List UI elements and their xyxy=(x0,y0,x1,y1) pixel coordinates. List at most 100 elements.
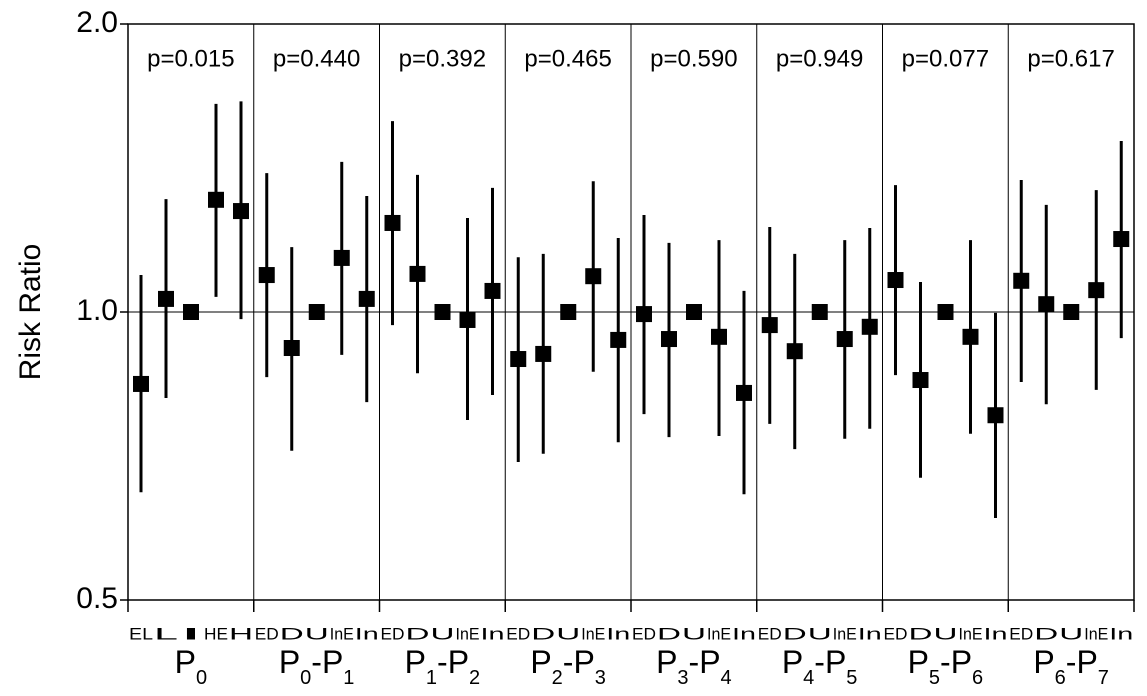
point xyxy=(912,372,929,389)
p-value: p=0.015 xyxy=(147,45,234,72)
p-value: p=0.440 xyxy=(273,45,360,72)
point xyxy=(811,304,828,320)
x-tick-label: In xyxy=(732,624,756,643)
group-label: P0 xyxy=(175,644,207,689)
x-tick-label: U xyxy=(431,624,455,643)
x-tick-label: D xyxy=(657,624,681,643)
x-tick-label: EL xyxy=(129,624,153,643)
point xyxy=(887,272,904,289)
point xyxy=(510,351,527,368)
x-tick-label: ED xyxy=(758,624,782,643)
point xyxy=(585,268,602,285)
x-tick-label: In xyxy=(984,624,1008,643)
p-value: p=0.392 xyxy=(399,45,486,72)
x-tick-label: U xyxy=(934,624,958,643)
x-tick-label: D xyxy=(406,624,430,643)
point xyxy=(736,384,752,401)
x-tick-label: ED xyxy=(255,624,279,643)
x-tick-label: D xyxy=(1034,624,1058,643)
x-tick-label: U xyxy=(682,624,706,643)
x-tick-label: ED xyxy=(506,624,530,643)
x-tick-label: In xyxy=(858,624,882,643)
x-tick-label: U xyxy=(556,624,580,643)
x-tick-label: U xyxy=(808,624,832,643)
group-label: P1-P2 xyxy=(405,644,481,689)
x-tick-label: ED xyxy=(884,624,908,643)
x-tick-label: D xyxy=(280,624,304,643)
point xyxy=(333,249,350,266)
point xyxy=(836,331,853,348)
x-tick-label: I xyxy=(179,624,203,643)
point xyxy=(786,343,803,360)
point xyxy=(987,407,1004,424)
point xyxy=(535,345,552,362)
point xyxy=(358,290,375,307)
p-value: p=0.465 xyxy=(524,45,611,72)
y-tick-label: 0.5 xyxy=(76,582,118,615)
x-tick-label: ED xyxy=(381,624,405,643)
x-tick-label: InE xyxy=(707,624,731,643)
x-tick-label: InE xyxy=(833,624,857,643)
point xyxy=(158,290,174,307)
x-tick-label: In xyxy=(481,624,505,643)
group-label: P4-P5 xyxy=(782,644,858,689)
point xyxy=(661,331,677,348)
y-tick-label: 2.0 xyxy=(76,6,118,39)
point xyxy=(384,214,401,231)
x-tick-label: In xyxy=(1109,624,1133,643)
point xyxy=(208,191,224,208)
x-tick-label: H xyxy=(229,624,253,643)
y-tick-label: 1.0 xyxy=(76,294,118,327)
point xyxy=(560,304,577,320)
group-label: P2-P3 xyxy=(530,644,606,689)
point xyxy=(1038,296,1055,313)
x-tick-label: InE xyxy=(959,624,983,643)
p-value: p=0.949 xyxy=(776,45,863,72)
point xyxy=(962,328,979,345)
x-tick-label: In xyxy=(606,624,630,643)
x-tick-label: InE xyxy=(581,624,605,643)
group-label: P6-P7 xyxy=(1033,644,1109,689)
group-label: P3-P4 xyxy=(656,644,732,689)
x-tick-label: U xyxy=(1059,624,1083,643)
point xyxy=(610,331,627,348)
point xyxy=(183,304,199,320)
x-tick-label: InE xyxy=(330,624,354,643)
x-tick-label: HE xyxy=(204,624,228,643)
point xyxy=(636,306,652,323)
x-tick-label: D xyxy=(531,624,555,643)
point xyxy=(1113,231,1130,248)
x-tick-label: ED xyxy=(632,624,656,643)
point xyxy=(1088,282,1105,299)
point xyxy=(258,267,275,284)
point xyxy=(133,375,149,392)
point xyxy=(937,304,954,320)
x-tick-label: D xyxy=(783,624,807,643)
point xyxy=(233,203,249,220)
p-value: p=0.077 xyxy=(902,45,989,72)
point xyxy=(409,265,426,282)
point xyxy=(1013,272,1030,289)
x-tick-label: U xyxy=(305,624,329,643)
point xyxy=(484,282,501,299)
group-label: P0-P1 xyxy=(279,644,355,689)
point xyxy=(1063,304,1080,320)
x-tick-label: D xyxy=(909,624,933,643)
point xyxy=(434,304,451,320)
x-tick-label: ED xyxy=(1009,624,1033,643)
y-axis-label: Risk Ratio xyxy=(14,244,47,381)
x-tick-label: L xyxy=(154,624,178,643)
p-value: p=0.590 xyxy=(650,45,737,72)
x-tick-label: InE xyxy=(456,624,480,643)
x-tick-label: In xyxy=(355,624,379,643)
group-label: P5-P6 xyxy=(908,644,984,689)
point xyxy=(761,317,778,334)
point xyxy=(308,304,325,320)
point xyxy=(283,340,300,357)
p-value: p=0.617 xyxy=(1027,45,1114,72)
point xyxy=(686,304,702,320)
point xyxy=(459,311,476,328)
point xyxy=(711,328,727,345)
x-tick-label: InE xyxy=(1084,624,1108,643)
